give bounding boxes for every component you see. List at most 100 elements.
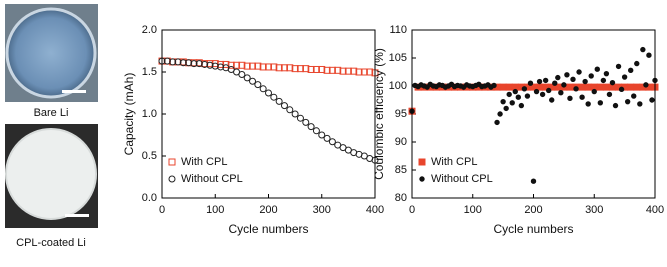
marker bbox=[195, 60, 203, 68]
marker bbox=[530, 178, 537, 184]
marker bbox=[497, 111, 503, 117]
x-tick-label: 300 bbox=[585, 204, 603, 216]
marker bbox=[624, 98, 631, 105]
marker bbox=[609, 79, 616, 86]
marker bbox=[628, 67, 634, 74]
marker bbox=[217, 63, 225, 71]
marker bbox=[265, 63, 272, 71]
legend-label: Without CPL bbox=[181, 173, 243, 185]
marker bbox=[506, 91, 512, 98]
marker bbox=[233, 61, 241, 69]
marker bbox=[634, 60, 640, 67]
marker bbox=[323, 66, 331, 74]
y-tick-label: 110 bbox=[389, 24, 407, 36]
marker bbox=[566, 83, 574, 91]
marker bbox=[307, 123, 315, 131]
marker bbox=[270, 63, 278, 71]
x-tick-label: 0 bbox=[409, 204, 415, 216]
marker bbox=[500, 98, 506, 105]
marker bbox=[527, 80, 534, 86]
y-tick-label: 80 bbox=[395, 192, 407, 204]
marker bbox=[328, 66, 336, 74]
marker bbox=[646, 52, 652, 58]
y-tick-label: 105 bbox=[389, 52, 407, 64]
x-tick-label: 300 bbox=[313, 204, 331, 216]
marker bbox=[366, 68, 374, 76]
x-tick-label: 0 bbox=[159, 204, 165, 216]
marker bbox=[312, 127, 320, 135]
marker bbox=[533, 88, 540, 95]
marker bbox=[524, 93, 531, 99]
marker bbox=[579, 94, 585, 100]
y-tick-label: 1.5 bbox=[142, 66, 157, 78]
marker bbox=[640, 46, 646, 53]
marker bbox=[499, 83, 507, 91]
marker bbox=[312, 65, 320, 73]
photo-label: CPL-coated Li bbox=[16, 237, 86, 249]
marker bbox=[275, 64, 283, 72]
marker bbox=[238, 71, 246, 79]
x-tick-label: 100 bbox=[464, 204, 482, 216]
marker bbox=[259, 63, 267, 71]
marker bbox=[567, 95, 573, 102]
marker bbox=[627, 83, 635, 91]
marker bbox=[594, 66, 600, 72]
marker bbox=[585, 101, 591, 107]
marker bbox=[505, 83, 513, 91]
y-axis-title: Coulombic efficiency (%) bbox=[372, 48, 386, 180]
marker bbox=[360, 68, 368, 76]
marker bbox=[254, 81, 262, 89]
marker bbox=[286, 106, 294, 114]
marker bbox=[570, 76, 576, 82]
marker bbox=[280, 102, 288, 110]
marker bbox=[536, 78, 543, 85]
marker bbox=[179, 59, 187, 67]
legend-label: Without CPL bbox=[431, 173, 493, 185]
marker bbox=[564, 72, 570, 78]
y-tick-label: 2.0 bbox=[142, 24, 157, 36]
y-tick-label: 85 bbox=[395, 164, 407, 176]
plot-frame bbox=[161, 29, 376, 199]
marker bbox=[302, 118, 310, 126]
marker bbox=[582, 78, 588, 85]
y-tick-label: 0.5 bbox=[142, 150, 157, 162]
y-tick-label: 100 bbox=[389, 80, 407, 92]
marker bbox=[243, 62, 251, 70]
legend-marker bbox=[418, 158, 426, 166]
legend-marker bbox=[168, 175, 176, 183]
marker bbox=[491, 82, 497, 89]
marker bbox=[603, 70, 610, 77]
marker bbox=[249, 62, 257, 70]
marker bbox=[296, 114, 304, 122]
marker bbox=[307, 65, 315, 73]
marker bbox=[578, 83, 586, 91]
marker bbox=[201, 60, 209, 68]
photo-cpl-coated-li bbox=[5, 124, 98, 228]
x-tick-label: 400 bbox=[366, 204, 384, 216]
photo-label: Bare Li bbox=[34, 107, 69, 119]
marker bbox=[355, 68, 363, 76]
legend-label: With CPL bbox=[181, 156, 227, 168]
marker bbox=[254, 62, 262, 70]
marker bbox=[518, 102, 525, 109]
marker bbox=[621, 74, 628, 80]
marker bbox=[576, 69, 582, 75]
x-tick-label: 200 bbox=[524, 204, 542, 216]
marker bbox=[275, 97, 283, 105]
x-axis-title: Cycle numbers bbox=[493, 222, 573, 236]
marker bbox=[596, 83, 604, 91]
marker bbox=[344, 67, 352, 75]
y-tick-label: 90 bbox=[395, 136, 407, 148]
marker bbox=[280, 64, 288, 72]
marker bbox=[545, 87, 552, 94]
marker bbox=[334, 66, 342, 74]
marker bbox=[169, 58, 177, 66]
y-axis-title: Capacity (mAh) bbox=[122, 73, 136, 156]
marker bbox=[328, 138, 336, 146]
marker bbox=[296, 65, 304, 73]
y-tick-label: 1.0 bbox=[142, 108, 157, 120]
photo-bare-li bbox=[5, 4, 98, 102]
marker bbox=[291, 110, 299, 118]
marker bbox=[323, 134, 331, 142]
marker bbox=[512, 88, 518, 95]
